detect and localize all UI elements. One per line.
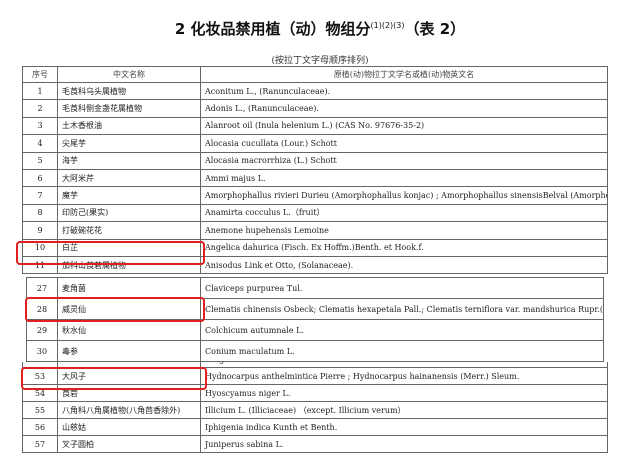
latin-name: Anemone hupehensis Lemoine	[200, 221, 608, 240]
chinese-name: 尖尾芋	[57, 134, 201, 153]
chinese-name: 茄科山莨菪属植物	[57, 255, 201, 275]
latin-name: Aconitum L., (Ranunculaceae).	[200, 81, 608, 101]
latin-name: Hydnocarpus anthelmintica Pierre ; Hydno…	[200, 367, 608, 385]
latin-name: Conium maculatum L.	[200, 340, 604, 362]
latin-name: Angelica dahurica (Fisch. Ex Hoffm.)Bent…	[200, 238, 608, 257]
latin-name: Juniperus sabina L.	[200, 435, 608, 453]
table-row: 56 山慈姑 Iphigenia indica Kunth et Benth.	[22, 418, 608, 436]
latin-name: Adonis L., (Ranunculaceae).	[200, 99, 608, 118]
highlight-row-28	[25, 297, 205, 322]
table-row: 6 大阿米芹 Ammi majus L.	[22, 168, 608, 188]
chinese-name: 魔芋	[57, 186, 201, 205]
row-number: 3	[22, 116, 58, 136]
row-number: 6	[22, 168, 58, 188]
table-row: 7 魔芋 Amorphophallus rivieri Durieu (Amorph…	[22, 186, 608, 205]
table-row: 1 毛莨科乌头属植物 Aconitum L., (Ranunculaceae).	[22, 81, 608, 101]
row-number: 29	[26, 319, 58, 341]
table-row: 10 白芷 Angelica dahurica (Fisch. Ex Hoffm.)…	[22, 238, 608, 257]
chinese-name: 叉子圆柏	[57, 435, 201, 453]
row-number: 2	[22, 99, 58, 118]
table-row: 30 毒参 Conium maculatum L.	[26, 340, 604, 362]
header-en: 原植(动)物拉丁文学名或植(动)物英文名	[200, 66, 608, 83]
table-row: 3 土木香根油 Alanroot oil (Inula helenium L.) (…	[22, 116, 608, 136]
latin-name: Alanroot oil (Inula helenium L.) (CAS No…	[200, 116, 608, 136]
table-row: 27 麦角菌 Claviceps purpurea Tul.	[26, 277, 604, 299]
chinese-name: 印防己(果实)	[57, 203, 201, 223]
chinese-name: 毛莨科乌头属植物	[57, 81, 201, 101]
row-number: 27	[26, 277, 58, 299]
chinese-name: 大阿米芹	[57, 168, 201, 188]
subtitle: (按拉丁文字母顺序排列)	[271, 56, 369, 66]
row-number: 57	[22, 435, 58, 453]
chinese-name: 秋水仙	[57, 319, 201, 341]
table-row: 9 打破碗花花 Anemone hupehensis Lemoine	[22, 221, 608, 240]
latin-name: Claviceps purpurea Tul.	[200, 277, 604, 299]
page-title: 2 化妆品禁用植（动）物组分(1)(2)(3)（表 2）	[174, 20, 466, 38]
row-number: 9	[22, 221, 58, 240]
table-row: 2 毛莨科侧金盏花属植物 Adonis L., (Ranunculaceae).	[22, 99, 608, 118]
table-row: 29 秋水仙 Colchicum autumnale L.	[26, 319, 604, 341]
latin-name: Iphigenia indica Kunth et Benth.	[200, 418, 608, 436]
table-row: 8 印防己(果实) Anamirta cocculus L.（fruit）	[22, 203, 608, 223]
row-number: 55	[22, 401, 58, 419]
table-row: 55 八角科八角属植物(八角茴香除外) Illicium L. (Illiciace…	[22, 401, 608, 419]
latin-name: Alocasia macrorrhiza (L.) Schott	[200, 151, 608, 170]
row-number: 30	[26, 340, 58, 362]
row-number: 8	[22, 203, 58, 223]
latin-name: Hyoscyamus niger L.	[200, 384, 608, 402]
highlight-row-53	[21, 367, 207, 390]
chinese-name: 八角科八角属植物(八角茴香除外)	[57, 401, 201, 419]
chinese-name: 打破碗花花	[57, 221, 201, 240]
latin-name: Anisodus Link et Otto, (Solanaceae).	[200, 255, 608, 275]
chinese-name: 毒参	[57, 340, 201, 362]
table-part-a: 序号 中文名称 原植(动)物拉丁文学名或植(动)物英文名 1 毛莨科乌头属植物 Ac…	[22, 66, 608, 275]
table-row: 4 尖尾芋 Alocasia cucullata (Lour.) Schott	[22, 134, 608, 153]
highlight-row-10	[16, 241, 205, 265]
latin-name: Illicium L. (Illiciaceae) （except. Illic…	[200, 401, 608, 419]
row-number: 7	[22, 186, 58, 205]
chinese-name: 麦角菌	[57, 277, 201, 299]
chinese-name: 山慈姑	[57, 418, 201, 436]
row-number: 4	[22, 134, 58, 153]
latin-name: Clematis chinensis Osbeck; Clematis hexa…	[200, 298, 604, 320]
latin-name: Alocasia cucullata (Lour.) Schott	[200, 134, 608, 153]
chinese-name: 土木香根油	[57, 116, 201, 136]
table-row: 57 叉子圆柏 Juniperus sabina L.	[22, 435, 608, 453]
table-row: 11 茄科山莨菪属植物 Anisodus Link et Otto, (Solana…	[22, 255, 608, 275]
chinese-name: 毛莨科侧金盏花属植物	[57, 99, 201, 118]
table-header: 序号 中文名称 原植(动)物拉丁文学名或植(动)物英文名	[22, 66, 608, 83]
chinese-name: 海芋	[57, 151, 201, 170]
row-number: 5	[22, 151, 58, 170]
header-no: 序号	[22, 66, 58, 83]
row-number: 56	[22, 418, 58, 436]
table-row: 5 海芋 Alocasia macrorrhiza (L.) Schott	[22, 151, 608, 170]
latin-name: Ammi majus L.	[200, 168, 608, 188]
row-number: 1	[22, 81, 58, 101]
latin-name: Amorphophallus rivieri Durieu (Amorphoph…	[200, 186, 608, 205]
latin-name: Colchicum autumnale L.	[200, 319, 604, 341]
latin-name: Anamirta cocculus L.（fruit）	[200, 203, 608, 223]
header-cn: 中文名称	[57, 66, 201, 83]
